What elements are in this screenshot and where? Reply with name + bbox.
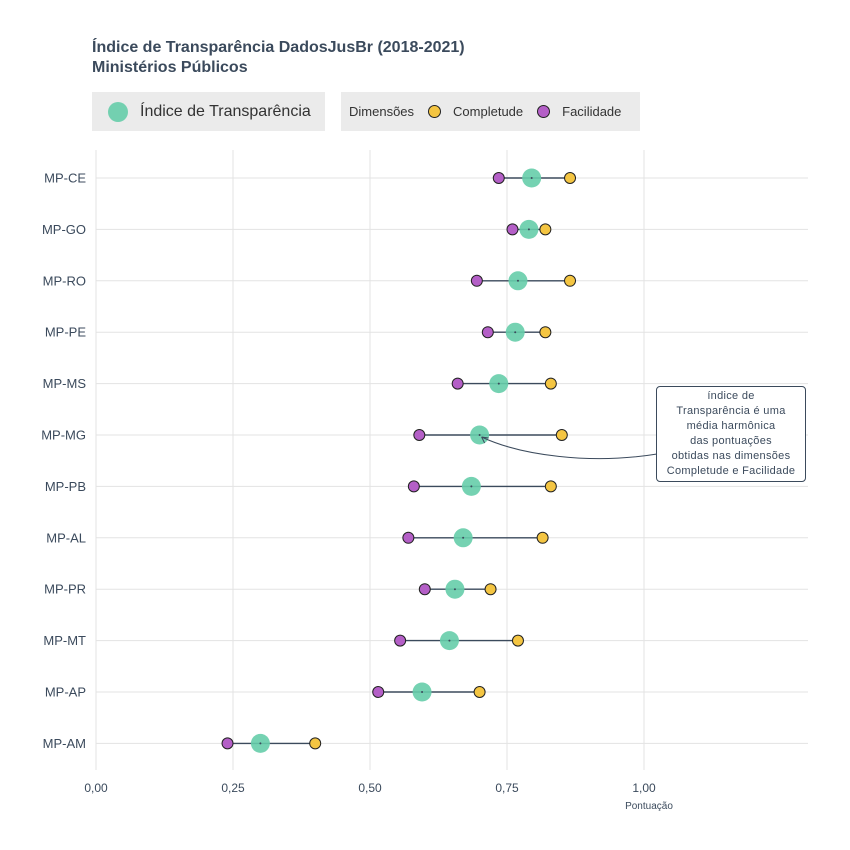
y-category-label: MP-PR bbox=[44, 582, 86, 597]
index-center-dot bbox=[462, 536, 465, 539]
x-tick-label: 0,00 bbox=[84, 781, 108, 795]
index-center-dot bbox=[514, 331, 517, 334]
completeness-point bbox=[473, 686, 486, 698]
ease-point bbox=[481, 326, 494, 339]
y-category-label: MP-AM bbox=[43, 736, 86, 751]
index-center-dot bbox=[421, 691, 424, 693]
legend-ease-label: Facilidade bbox=[562, 104, 622, 119]
x-tick-label: 0,75 bbox=[495, 781, 519, 795]
y-category-label: MP-MT bbox=[43, 633, 86, 648]
completeness-point bbox=[309, 737, 322, 750]
index-center-dot bbox=[448, 639, 451, 642]
legend-dimensions-title: Dimensões bbox=[349, 104, 415, 119]
completeness-point bbox=[539, 326, 552, 339]
legend-index: Índice de Transparência bbox=[92, 92, 325, 131]
ease-point bbox=[413, 429, 426, 441]
completeness-point bbox=[564, 172, 577, 184]
chart-title-block: Índice de Transparência DadosJusBr (2018… bbox=[92, 38, 465, 78]
annotation-arrow bbox=[481, 436, 658, 460]
index-center-dot bbox=[516, 279, 519, 282]
legend-completeness-label: Completude bbox=[453, 104, 524, 119]
y-category-label: MP-PB bbox=[45, 479, 86, 494]
completeness-point bbox=[555, 429, 568, 441]
y-category-label: MP-GO bbox=[42, 222, 86, 237]
index-center-dot bbox=[527, 228, 530, 231]
y-category-label: MP-CE bbox=[44, 171, 86, 186]
ease-point bbox=[492, 172, 505, 184]
legend-completeness-swatch bbox=[428, 105, 442, 118]
legend-index-swatch bbox=[108, 101, 128, 122]
completeness-point bbox=[539, 223, 552, 236]
x-tick-label: 1,00 bbox=[632, 781, 656, 795]
completeness-point bbox=[544, 480, 557, 493]
ease-point bbox=[506, 223, 519, 236]
chart-subtitle: Ministérios Públicos bbox=[92, 59, 248, 76]
annotation-line: média harmônica bbox=[686, 420, 776, 432]
annotation-line: índice de bbox=[707, 390, 755, 402]
completeness-point bbox=[511, 634, 524, 647]
completeness-point bbox=[544, 377, 557, 390]
ease-point bbox=[407, 480, 420, 493]
ease-point bbox=[451, 377, 464, 390]
ease-point bbox=[394, 634, 407, 647]
y-category-label: MP-AL bbox=[46, 530, 86, 545]
y-category-label: MP-MG bbox=[41, 428, 86, 443]
completeness-point bbox=[536, 531, 549, 544]
ease-point bbox=[418, 583, 431, 596]
legend-dimensions: Dimensões Completude Facilidade bbox=[341, 92, 640, 131]
index-center-dot bbox=[530, 177, 533, 179]
index-center-dot bbox=[259, 742, 262, 745]
index-center-dot bbox=[497, 382, 500, 385]
annotation-line: Completude e Facilidade bbox=[666, 465, 796, 477]
y-category-label: MP-AP bbox=[45, 685, 86, 700]
annotation-line: das pontuações bbox=[690, 435, 772, 447]
ease-point bbox=[221, 737, 234, 750]
x-tick-label: 0,25 bbox=[221, 781, 245, 795]
ease-point bbox=[470, 274, 483, 287]
index-center-dot bbox=[470, 485, 473, 488]
legend-ease-swatch bbox=[537, 105, 551, 118]
ease-point bbox=[372, 686, 385, 698]
ease-point bbox=[402, 531, 415, 544]
completeness-point bbox=[564, 274, 577, 287]
index-center-dot bbox=[453, 588, 456, 591]
completeness-point bbox=[484, 583, 497, 596]
annotation-box: índice de Transparência é uma média harmôn… bbox=[656, 386, 806, 482]
y-category-label: MP-PE bbox=[45, 325, 87, 340]
annotation-arrowhead bbox=[481, 436, 489, 444]
annotation-line: Transparência é uma bbox=[676, 405, 786, 417]
index-center-dot bbox=[478, 434, 481, 436]
y-category-label: MP-MS bbox=[43, 376, 87, 391]
x-tick-label: 0,50 bbox=[358, 781, 382, 795]
y-category-label: MP-RO bbox=[43, 273, 86, 288]
annotation-line: obtidas nas dimensões bbox=[671, 450, 791, 462]
chart-title: Índice de Transparência DadosJusBr (2018… bbox=[92, 39, 465, 56]
x-axis-label: Pontuação bbox=[625, 801, 673, 812]
legend-index-label: Índice de Transparência bbox=[140, 102, 311, 120]
